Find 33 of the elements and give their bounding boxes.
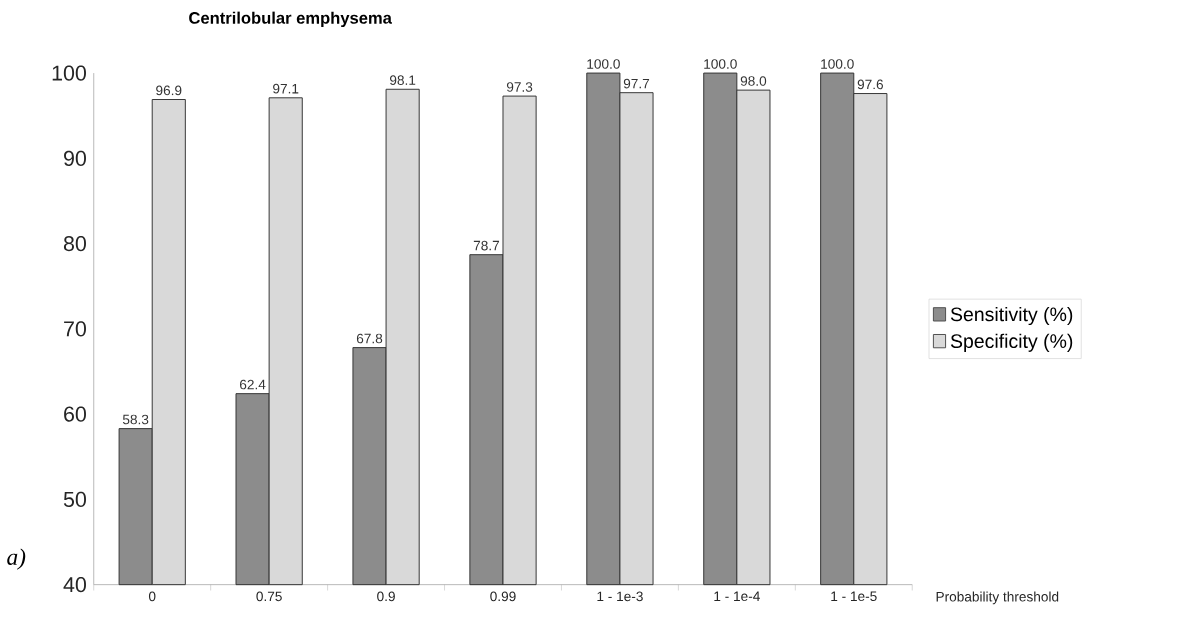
- data-label: 100.0: [587, 59, 620, 69]
- x-tick-label: 1 - 1e-4: [714, 591, 760, 602]
- data-label: 97.6: [857, 79, 883, 90]
- y-tick-label: 100: [52, 65, 86, 81]
- data-label: 98.0: [740, 76, 767, 86]
- data-label: 78.7: [473, 240, 500, 251]
- legend-label: Specificity (%): [950, 333, 1073, 353]
- x-tick-label: 1 - 1e-3: [597, 591, 643, 602]
- x-tick-label: 1 - 1e-5: [831, 591, 877, 602]
- data-label: 97.3: [506, 82, 533, 92]
- data-label: 67.8: [356, 333, 383, 344]
- y-tick-label: 60: [64, 406, 86, 422]
- data-label: 96.9: [156, 85, 182, 96]
- y-tick-label: 90: [64, 150, 86, 167]
- data-label: 97.1: [273, 84, 299, 94]
- data-label: 58.3: [122, 414, 149, 425]
- data-label: 98.1: [390, 75, 416, 86]
- y-tick-label: 40: [63, 577, 86, 593]
- data-label: 100.0: [704, 59, 737, 69]
- data-label: 100.0: [821, 59, 854, 69]
- data-label: 97.7: [623, 78, 650, 89]
- x-axis-title: Probability threshold: [936, 591, 1059, 605]
- y-tick-label: 50: [63, 491, 86, 508]
- x-tick-label: 0.75: [256, 591, 282, 602]
- legend-label: Sensitivity (%): [950, 307, 1073, 326]
- x-tick-label: 0.99: [490, 591, 516, 602]
- x-tick-label: 0: [148, 591, 156, 602]
- y-tick-label: 80: [63, 236, 86, 252]
- chart-title: Centrilobular emphysema: [189, 11, 392, 28]
- data-label: 62.4: [240, 379, 266, 390]
- y-tick-label: 70: [64, 321, 86, 337]
- text: a): [7, 548, 26, 570]
- x-tick-label: 0.9: [377, 591, 395, 602]
